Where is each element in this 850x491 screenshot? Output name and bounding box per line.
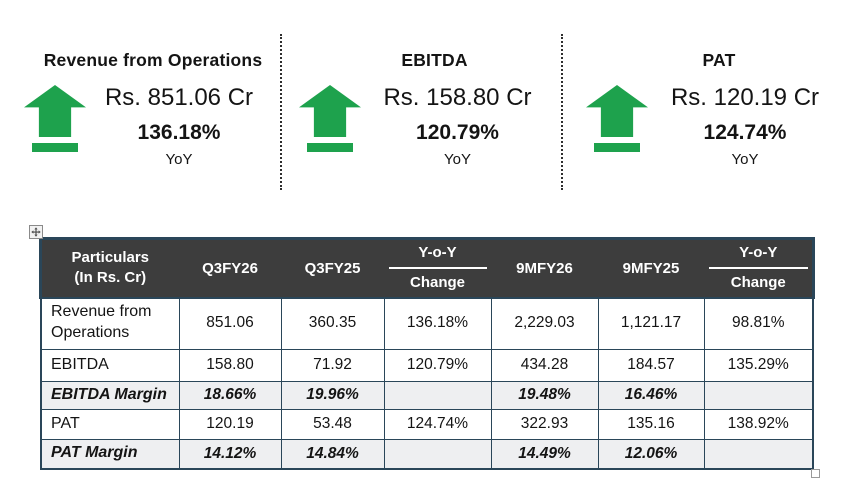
move-icon xyxy=(31,227,41,237)
table-cell: 135.29% xyxy=(703,348,814,382)
table-row-revenue: Revenue from Operations 851.06 360.35 13… xyxy=(40,296,814,350)
table-header-row: Particulars (In Rs. Cr) Q3FY26 Q3FY25 Y-… xyxy=(39,237,815,299)
table-cell: 360.35 xyxy=(280,296,385,350)
table-cell: 98.81% xyxy=(703,296,814,350)
kpi-title: EBITDA xyxy=(401,50,468,70)
row-label: Revenue from Operations xyxy=(40,296,180,350)
col-header-yoy-change-quarter: Y-o-Y Change xyxy=(383,238,492,298)
table-cell: 136.18% xyxy=(383,296,492,350)
dotted-divider xyxy=(280,34,282,190)
table-cell: 124.74% xyxy=(383,408,492,440)
table-cell xyxy=(703,438,814,470)
kpi-block-ebitda: EBITDA Rs. 158.80 Cr 120.79% YoY xyxy=(281,30,562,195)
table-cell: 1,121.17 xyxy=(597,296,705,350)
table-cell: 71.92 xyxy=(280,348,385,382)
table-cell: 322.93 xyxy=(490,408,599,440)
table-cell: 12.06% xyxy=(597,438,705,470)
col-header-q3fy25: Q3FY25 xyxy=(280,238,385,298)
col-header-9mfy26: 9MFY26 xyxy=(490,238,599,298)
kpi-value: Rs. 158.80 Cr xyxy=(383,84,532,111)
row-label: PAT xyxy=(40,408,180,440)
header-divider-line xyxy=(388,267,487,270)
kpi-title: PAT xyxy=(702,50,736,70)
table-resize-handle[interactable] xyxy=(811,469,820,478)
up-arrow-icon xyxy=(586,85,648,152)
table-cell xyxy=(383,438,492,470)
kpi-value: Rs. 120.19 Cr xyxy=(670,84,820,111)
table-cell xyxy=(703,380,814,410)
table-move-handle[interactable] xyxy=(29,225,43,239)
kpi-change-percent: 120.79% xyxy=(416,121,499,145)
table-cell: 19.48% xyxy=(490,380,599,410)
table-cell: 18.66% xyxy=(178,380,282,410)
table-row-ebitda: EBITDA 158.80 71.92 120.79% 434.28 184.5… xyxy=(40,348,814,382)
kpi-change-percent: 124.74% xyxy=(703,121,787,145)
table-cell: 14.49% xyxy=(490,438,599,470)
table-cell: 135.16 xyxy=(597,408,705,440)
col-header-q3fy26: Q3FY26 xyxy=(178,238,282,298)
table-row-pat-margin: PAT Margin 14.12% 14.84% 14.49% 12.06% xyxy=(40,438,814,470)
table-cell: 2,229.03 xyxy=(490,296,599,350)
header-divider-line xyxy=(708,267,808,270)
table-cell: 158.80 xyxy=(178,348,282,382)
up-arrow-icon xyxy=(299,85,361,152)
kpi-value: Rs. 851.06 Cr xyxy=(104,84,254,111)
table-cell: 19.96% xyxy=(280,380,385,410)
col-header-yoy-change-9m: Y-o-Y Change xyxy=(703,238,814,298)
table-row-pat: PAT 120.19 53.48 124.74% 322.93 135.16 1… xyxy=(40,408,814,440)
col-header-9mfy25: 9MFY25 xyxy=(597,238,705,298)
table-cell: 138.92% xyxy=(703,408,814,440)
financials-table-container: Particulars (In Rs. Cr) Q3FY26 Q3FY25 Y-… xyxy=(29,225,820,478)
table-cell: 120.19 xyxy=(178,408,282,440)
table-cell: 53.48 xyxy=(280,408,385,440)
up-arrow-icon xyxy=(24,85,86,152)
col-header-particulars: Particulars (In Rs. Cr) xyxy=(40,238,180,298)
table-row-ebitda-margin: EBITDA Margin 18.66% 19.96% 19.48% 16.46… xyxy=(40,380,814,410)
table-cell: 120.79% xyxy=(383,348,492,382)
kpi-block-pat: PAT Rs. 120.19 Cr 124.74% YoY xyxy=(562,30,850,195)
kpi-title: Revenue from Operations xyxy=(43,50,263,70)
kpi-summary-section: Revenue from Operations Rs. 851.06 Cr 13… xyxy=(0,30,850,195)
kpi-period-label: YoY xyxy=(165,151,193,169)
financials-table: Particulars (In Rs. Cr) Q3FY26 Q3FY25 Y-… xyxy=(39,237,815,470)
kpi-change-percent: 136.18% xyxy=(137,121,221,145)
table-cell: 16.46% xyxy=(597,380,705,410)
kpi-period-label: YoY xyxy=(731,151,759,169)
row-label: EBITDA Margin xyxy=(40,380,180,410)
kpi-block-revenue: Revenue from Operations Rs. 851.06 Cr 13… xyxy=(0,30,280,195)
kpi-period-label: YoY xyxy=(444,151,471,169)
table-cell: 184.57 xyxy=(597,348,705,382)
row-label: PAT Margin xyxy=(40,438,180,470)
dotted-divider xyxy=(561,34,563,190)
table-cell xyxy=(383,380,492,410)
table-cell: 14.84% xyxy=(280,438,385,470)
table-cell: 851.06 xyxy=(178,296,282,350)
table-cell: 14.12% xyxy=(178,438,282,470)
table-cell: 434.28 xyxy=(490,348,599,382)
row-label: EBITDA xyxy=(40,348,180,382)
